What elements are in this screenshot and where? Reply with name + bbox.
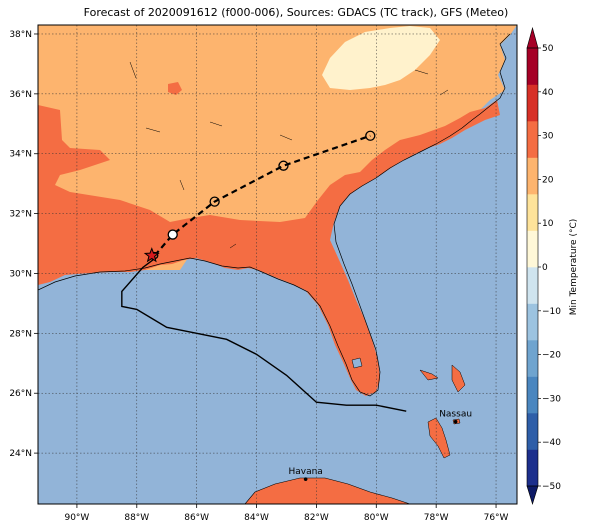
city-dot [453,419,458,424]
lat-tick-label: 28°N [9,329,32,339]
colorbar-segment [527,157,538,195]
city-label: Nassau [439,410,472,420]
map-title: Forecast of 2020091612 (f000-006), Sourc… [83,6,509,19]
land-patch [168,82,182,95]
lake-okeechobee [351,357,363,369]
colorbar-segment [527,48,538,85]
land-bahamas-1 [451,364,466,393]
graticule [38,25,517,504]
land-temp-0-10 [322,26,440,90]
storm-track [121,130,407,412]
colorbar-tick-label: −40 [542,438,561,448]
landfall-star-marker [143,247,160,263]
lon-tick-label: 78°W [424,513,449,523]
city-markers: Havana Nassau [288,410,472,481]
lon-tick-label: 88°W [124,513,149,523]
lat-tick-label: 38°N [9,30,32,40]
forecast-point [209,196,220,207]
colorbar-tick-label: −10 [542,307,561,317]
lon-tick-label: 84°W [244,513,269,523]
colorbar-segment [527,230,538,268]
colorbar-segment [527,303,538,341]
colorbar-segment [527,84,538,122]
land-bahamas-2 [427,417,451,459]
colorbar-tick-label: 10 [542,219,554,229]
inland-lines [129,61,449,249]
colorbar: 50 40 30 20 10 0 −10 −20 −30 −40 −50 Min Temperatur… [526,26,579,506]
colorbar-tick-label: −50 [542,482,561,492]
colorbar-tick-label: 50 [542,44,554,54]
lon-tick-label: 86°W [184,513,209,523]
lat-tick-label: 26°N [9,389,32,399]
colorbar-segment [527,340,538,377]
lon-tick-label: 82°W [304,513,329,523]
land-cuba [244,477,411,504]
colorbar-tick-label: 20 [542,175,554,185]
axis-ticks: 90°W 88°W 86°W 84°W 82°W 80°W 78°W 76°W 24°N 26°N… [9,30,508,523]
colorbar-tick-label: −20 [542,351,561,361]
colorbar-segment [527,413,538,450]
colorbar-segment [527,267,538,304]
colorbar-tick-label: −30 [542,394,561,404]
city-dot [303,477,308,481]
lat-tick-label: 30°N [9,269,32,279]
colorbar-tick-label: 0 [542,263,548,273]
lat-tick-label: 24°N [9,449,32,459]
colorbar-segment [527,376,538,414]
land-bahamas-3 [419,369,439,381]
colorbar-max-arrow [526,26,539,49]
colorbar-min-arrow [526,485,539,506]
map-layers [38,25,517,504]
coastline-mainland [38,33,511,397]
forecast-track-line [153,134,371,257]
lon-tick-label: 80°W [364,513,389,523]
land-temp-20-30 [38,100,500,396]
colorbar-tick-label: 30 [542,132,554,142]
map-frame [37,24,518,505]
colorbar-label: Min Temperature (°C) [569,219,579,316]
colorbar-segment [527,194,538,231]
forecast-point [167,229,178,240]
forecast-point [278,160,289,171]
colorbar-segment [527,449,538,487]
lat-tick-label: 32°N [9,210,32,220]
lon-tick-label: 90°W [64,513,89,523]
lat-tick-label: 34°N [9,150,32,160]
forecast-point [365,130,376,141]
colorbar-tick-label: 40 [542,88,554,98]
lat-tick-label: 36°N [9,90,32,100]
observed-track-line [121,257,407,412]
lon-tick-label: 76°W [484,513,509,523]
land-temp-10-20 [38,25,517,270]
city-label: Havana [288,467,322,477]
colorbar-segment [527,121,538,158]
